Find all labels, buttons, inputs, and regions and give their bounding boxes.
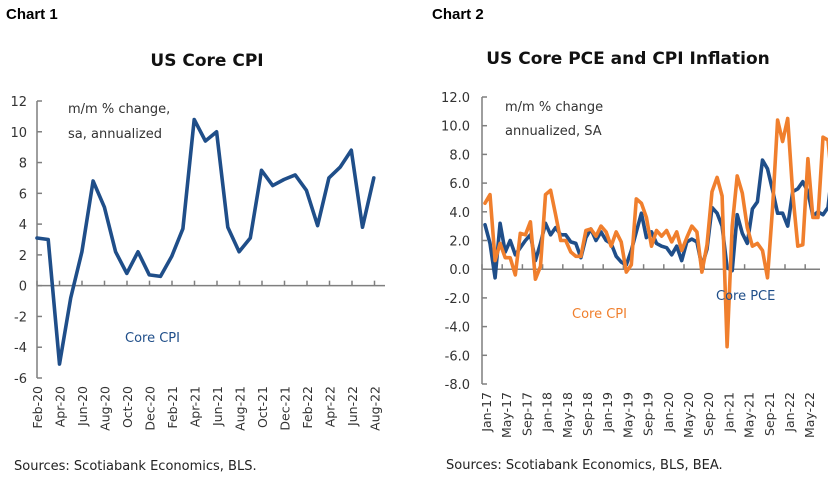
y-tick-label: -2.0 — [445, 292, 470, 307]
chart1-axes — [36, 100, 385, 379]
x-tick-label: May-21 — [742, 392, 757, 438]
chart2-series-label-core-cpi: Core CPI — [572, 307, 627, 322]
y-tick-label: -4.0 — [445, 321, 470, 336]
y-tick-label: 4.0 — [449, 206, 470, 221]
x-tick-label: Dec-21 — [278, 386, 293, 431]
y-tick-label: -8.0 — [445, 378, 470, 393]
x-tick-label: Apr-22 — [323, 386, 338, 427]
chart2-annotation-line1: m/m % change — [505, 100, 603, 115]
x-tick-label: May-19 — [620, 392, 635, 438]
x-tick-label: May-20 — [681, 392, 696, 438]
y-tick-label: 2 — [19, 249, 27, 264]
y-tick-label: 6 — [19, 187, 27, 202]
y-tick-label: -4 — [14, 341, 27, 356]
x-tick-label: Jan-17 — [479, 392, 494, 433]
chart2-source: Sources: Scotiabank Economics, BLS, BEA. — [446, 458, 723, 473]
y-tick-label: 0.0 — [449, 263, 470, 278]
x-tick-label: Apr-20 — [53, 386, 68, 427]
x-tick-label: Dec-20 — [143, 386, 158, 431]
chart2-core-pce-cpi: US Core PCE and CPI Inflation m/m % chan… — [441, 49, 828, 473]
chart2-series-label-core-pce: Core PCE — [716, 289, 775, 304]
x-tick-label: Feb-22 — [300, 386, 315, 429]
chart1-label: Chart 1 — [6, 6, 58, 23]
x-tick-label: Jun-22 — [345, 386, 360, 427]
chart2-label: Chart 2 — [432, 6, 484, 23]
chart1-annotation-line2: sa, annualized — [68, 127, 162, 142]
x-tick-label: May-17 — [499, 392, 514, 438]
y-tick-label: 4 — [19, 218, 27, 233]
chart1-series — [35, 117, 376, 366]
chart2-x-tick-labels: Jan-17 May-17 Sep-17 Jan-18 May-18 Sep-18 Jan-… — [479, 392, 817, 438]
x-tick-label: Jun-21 — [210, 386, 225, 427]
chart2-y-tick-labels: 12.0 10.0 8.0 6.0 4.0 2.0 0.0 -2.0 -4.0 -6.0 -8.0 — [441, 91, 470, 393]
x-tick-label: May-18 — [560, 392, 575, 438]
chart2-title: US Core PCE and CPI Inflation — [486, 49, 770, 69]
series-line-core-pce — [483, 158, 828, 280]
x-tick-label: Jan-18 — [540, 392, 555, 433]
chart1-series-label-core-cpi: Core CPI — [125, 331, 180, 346]
series-line-core-cpi — [483, 116, 828, 349]
y-tick-label: 10 — [10, 126, 27, 141]
chart1-annotation-line1: m/m % change, — [68, 102, 170, 117]
y-tick-label: 10.0 — [441, 120, 470, 135]
x-tick-label: Sep-18 — [580, 392, 595, 436]
chart2-annotation-line2: annualized, SA — [505, 124, 602, 139]
x-tick-label: Aug-21 — [233, 386, 248, 431]
y-tick-label: -6.0 — [445, 349, 470, 364]
x-tick-label: Jan-22 — [782, 392, 797, 433]
x-tick-label: Apr-21 — [188, 386, 203, 427]
y-tick-label: -2 — [14, 310, 27, 325]
x-tick-label: Jan-20 — [661, 392, 676, 433]
x-tick-label: Jun-20 — [75, 386, 90, 427]
y-tick-label: 8.0 — [449, 148, 470, 163]
x-tick-label: Aug-20 — [98, 386, 113, 431]
chart1-core-cpi: US Core CPI m/m % change, sa, annualized… — [10, 51, 385, 474]
chart2-series — [483, 116, 828, 349]
x-tick-label: Feb-21 — [165, 386, 180, 429]
y-tick-label: 8 — [19, 157, 27, 172]
x-tick-label: Aug-22 — [368, 386, 383, 431]
chart1-y-tick-labels: 12 10 8 6 4 2 0 -2 -4 -6 — [10, 95, 27, 387]
series-line-core-cpi — [35, 117, 376, 366]
y-tick-label: -6 — [14, 372, 27, 387]
x-tick-label: Sep-17 — [519, 392, 534, 436]
chart1-title: US Core CPI — [150, 51, 263, 71]
x-tick-label: Oct-21 — [255, 386, 270, 428]
y-tick-label: 12.0 — [441, 91, 470, 106]
y-tick-label: 0 — [19, 280, 27, 295]
chart1-source: Sources: Scotiabank Economics, BLS. — [14, 459, 257, 474]
x-tick-label: May-22 — [802, 392, 817, 438]
chart1-x-tick-labels: Feb-20 Apr-20 Jun-20 Aug-20 Oct-20 Dec-20 Feb-… — [30, 386, 383, 431]
x-tick-label: Sep-21 — [762, 392, 777, 436]
x-tick-label: Jan-21 — [721, 392, 736, 433]
y-tick-label: 2.0 — [449, 235, 470, 250]
x-tick-label: Oct-20 — [120, 386, 135, 428]
y-tick-label: 6.0 — [449, 177, 470, 192]
x-tick-label: Feb-20 — [30, 386, 45, 429]
x-tick-label: Jan-19 — [600, 392, 615, 433]
x-tick-label: Sep-20 — [701, 392, 716, 436]
x-tick-label: Sep-19 — [641, 392, 656, 436]
y-tick-label: 12 — [10, 95, 27, 110]
